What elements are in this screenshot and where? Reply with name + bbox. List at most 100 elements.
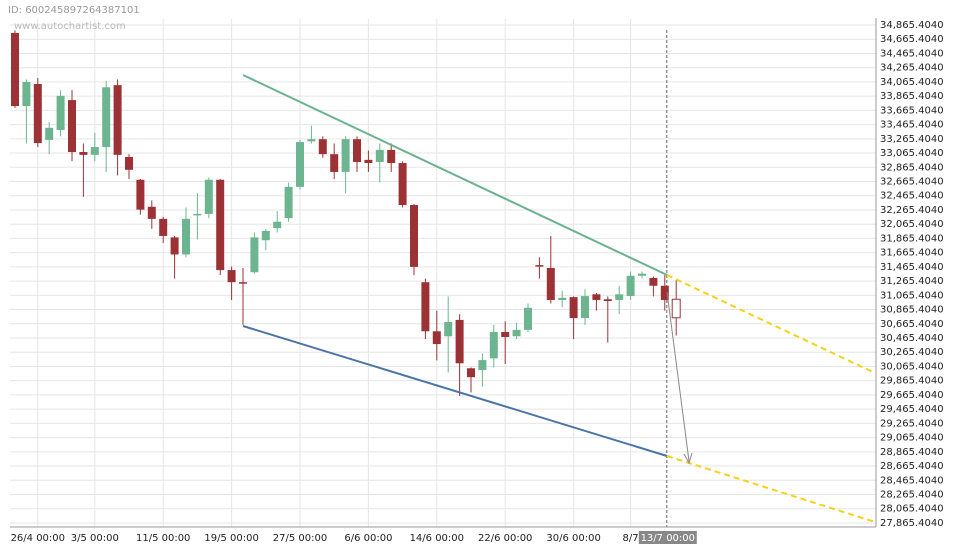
candle-body <box>478 360 487 371</box>
x-tick-label: 30/6 00:00 <box>546 533 600 544</box>
resistance-projection <box>666 274 876 374</box>
y-tick-label: 31,265.4040 <box>880 276 944 287</box>
candle-body <box>638 273 646 276</box>
patterns <box>242 74 876 523</box>
candle-body <box>90 147 99 155</box>
candle-body <box>11 33 19 107</box>
candle-body <box>421 282 430 332</box>
y-tick-label: 30,065.4040 <box>880 361 944 372</box>
candle-body <box>569 297 578 319</box>
candle-body <box>170 237 179 255</box>
y-tick-label: 33,265.4040 <box>880 134 944 145</box>
candle-body <box>535 265 544 267</box>
y-tick-label: 32,465.4040 <box>880 191 944 202</box>
candle-body <box>307 139 316 142</box>
y-tick-label: 34,265.4040 <box>880 63 944 74</box>
y-tick-label: 31,865.4040 <box>880 233 944 244</box>
candle-body <box>341 139 350 172</box>
candle-body <box>603 299 612 302</box>
candle-body <box>33 84 42 144</box>
candle-body <box>68 100 76 153</box>
x-tick-label: 14/6 00:00 <box>410 533 464 544</box>
y-tick-label: 30,465.4040 <box>880 333 944 344</box>
candle-body <box>489 331 498 359</box>
candle-body <box>45 127 54 140</box>
x-tick-label: 19/5 00:00 <box>204 533 258 544</box>
x-tick-label: 13/7 00:00 <box>641 533 695 544</box>
support-line <box>242 325 668 457</box>
candle-body <box>671 298 681 319</box>
x-tick-label: 26/4 00:00 <box>11 533 65 544</box>
candle-body <box>364 159 373 164</box>
candle-body <box>444 322 453 337</box>
candle-body <box>660 285 669 300</box>
y-tick-label: 33,665.4040 <box>880 105 944 116</box>
y-tick-label: 27,865.4040 <box>880 518 944 529</box>
y-tick-label: 31,065.4040 <box>880 290 944 301</box>
support-projection <box>666 455 876 523</box>
candle-body <box>284 186 293 219</box>
y-tick-label: 34,665.4040 <box>880 34 944 45</box>
y-tick-label: 28,665.4040 <box>880 461 944 472</box>
candle-body <box>261 230 270 241</box>
y-tick-label: 29,265.4040 <box>880 418 944 429</box>
candle-body <box>56 95 65 130</box>
candle-body <box>182 218 190 255</box>
candle-body <box>125 156 133 170</box>
candle-body <box>581 296 589 319</box>
candle-body <box>649 277 658 286</box>
candle-body <box>501 331 510 337</box>
crosshair-label-bg <box>638 531 697 544</box>
y-tick-label: 28,065.4040 <box>880 504 944 515</box>
y-tick-label: 29,065.4040 <box>880 433 944 444</box>
y-tick-label: 34,465.4040 <box>880 48 944 59</box>
candle-body <box>512 329 521 337</box>
watermark: www.autochartist.com <box>14 21 126 32</box>
candle-body <box>250 237 259 273</box>
resistance-line <box>242 74 668 276</box>
candle-body <box>239 282 247 284</box>
candle-body <box>159 218 168 236</box>
candle-body <box>410 205 418 267</box>
labels: 27,865.4040 28,065.4040 28,265.4040 28,465.… <box>11 20 944 544</box>
candle-body <box>375 149 384 162</box>
y-tick-label: 34,865.4040 <box>880 20 944 31</box>
y-tick-label: 33,465.4040 <box>880 120 944 131</box>
chart-id: ID: 600245897264387101 <box>8 5 140 16</box>
y-tick-label: 30,865.4040 <box>880 305 944 316</box>
candle-body <box>318 139 327 155</box>
candle-body <box>216 179 225 271</box>
y-tick-label: 29,665.4040 <box>880 390 944 401</box>
y-tick-label: 31,465.4040 <box>880 262 944 273</box>
candle-body <box>136 179 145 210</box>
x-tick-label: 8/7 <box>623 533 639 544</box>
y-tick-label: 32,865.4040 <box>880 162 944 173</box>
y-tick-label: 33,065.4040 <box>880 148 944 159</box>
y-tick-label: 29,865.4040 <box>880 376 944 387</box>
y-tick-label: 32,265.4040 <box>880 205 944 216</box>
candle-body <box>455 319 464 364</box>
candle-body <box>524 307 532 330</box>
arrow-head <box>683 452 693 465</box>
candle-body <box>102 87 111 148</box>
y-tick-label: 32,665.4040 <box>880 177 944 188</box>
candle-body <box>79 152 88 155</box>
y-tick-label: 31,665.4040 <box>880 248 944 259</box>
candle-body <box>204 179 213 214</box>
x-tick-label: 6/6 00:00 <box>344 533 392 544</box>
candle-body <box>273 221 282 229</box>
forecast-arrow <box>666 291 690 462</box>
candle-body <box>387 149 396 164</box>
candle-body <box>330 154 339 172</box>
candle-body <box>592 294 601 300</box>
y-tick-label: 28,865.4040 <box>880 447 944 458</box>
candle-body <box>193 213 202 216</box>
y-tick-label: 28,465.4040 <box>880 475 944 486</box>
candle-body <box>626 275 635 297</box>
candle-body <box>296 142 304 187</box>
candle-body <box>432 331 441 345</box>
candle-body <box>227 270 236 283</box>
y-tick-label: 32,065.4040 <box>880 219 944 230</box>
